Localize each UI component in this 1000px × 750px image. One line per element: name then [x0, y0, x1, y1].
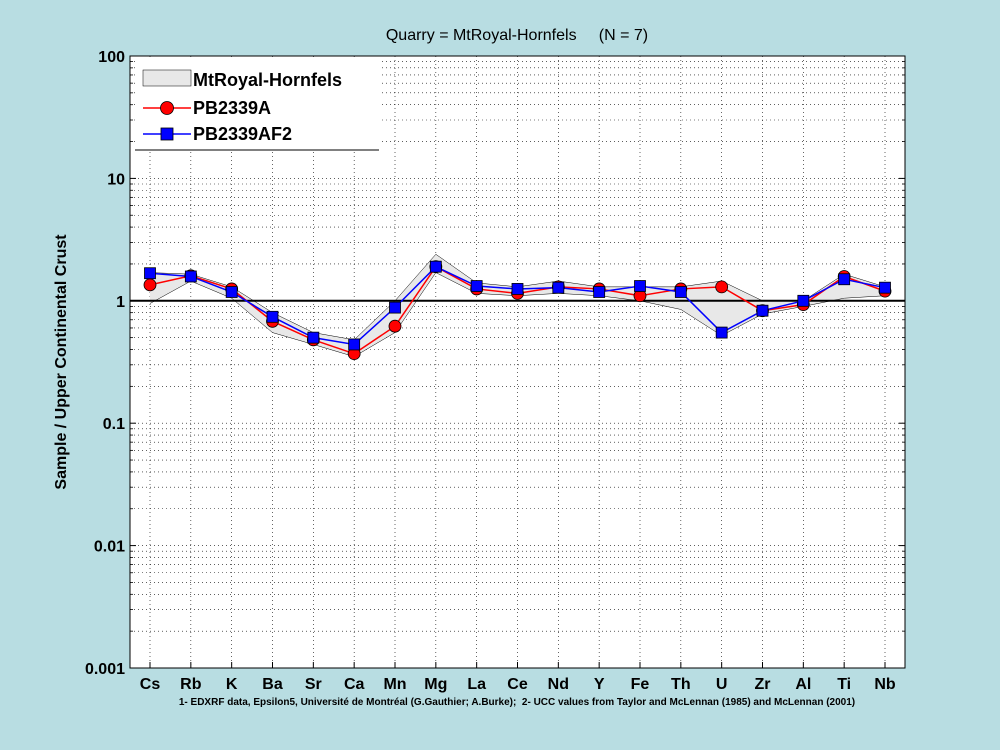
data-point-pb2339af2	[634, 280, 646, 292]
x-tick-label: Nd	[548, 676, 569, 693]
data-point-pb2339af2	[797, 294, 810, 307]
legend-marker-pb2339af2	[160, 127, 174, 141]
series-layer	[143, 260, 892, 361]
y-tick-label: 0.001	[85, 661, 125, 678]
x-tick-label: Fe	[631, 676, 650, 693]
x-tick-label: La	[467, 676, 486, 693]
x-tick-label: Y	[594, 676, 605, 693]
x-tick-label: Nb	[874, 676, 896, 693]
plot-area	[130, 56, 905, 668]
data-point-pb2339af2	[429, 260, 442, 273]
legend-marker-pb2339a	[160, 101, 174, 115]
data-point-pb2339a	[388, 319, 402, 333]
data-point-pb2339af2	[715, 326, 728, 339]
data-point-pb2339af2	[838, 273, 851, 286]
data-point-pb2339a	[143, 278, 157, 292]
y-tick-label: 1	[116, 294, 125, 311]
data-point-pb2339af2	[348, 338, 361, 351]
data-point-pb2339af2	[879, 281, 891, 294]
data-point-pb2339af2	[144, 267, 156, 280]
y-tick-label: 0.1	[103, 416, 125, 433]
y-axis: 0.001 0.01 0.1 1 10 100	[85, 49, 905, 678]
data-point-pb2339a	[715, 280, 729, 294]
x-tick-label: Ti	[837, 676, 851, 693]
legend: MtRoyal-Hornfels PB2339A PB2339AF2	[135, 60, 379, 151]
legend-range-label: MtRoyal-Hornfels	[193, 70, 342, 90]
data-point-pb2339af2	[470, 280, 483, 292]
data-point-pb2339af2	[266, 310, 279, 323]
legend-label-pb2339af2: PB2339AF2	[193, 124, 292, 144]
data-point-pb2339af2	[756, 304, 769, 317]
x-tick-label: Mn	[383, 676, 406, 693]
x-tick-label: Mg	[424, 676, 447, 693]
y-tick-label: 100	[98, 49, 125, 66]
legend-range-swatch	[142, 69, 192, 87]
legend-label-pb2339a: PB2339A	[193, 98, 271, 118]
y-axis-label: Sample / Upper Continental Crust	[53, 234, 70, 490]
x-tick-label: K	[226, 676, 238, 693]
y-tick-label: 0.01	[94, 539, 125, 556]
x-tick-label: Ba	[262, 676, 283, 693]
x-tick-label: Rb	[180, 676, 202, 693]
x-tick-label: Cs	[140, 676, 161, 693]
data-point-pb2339af2	[674, 286, 687, 298]
data-point-pb2339af2	[225, 286, 238, 298]
x-tick-label: Th	[671, 676, 691, 693]
x-tick-label: Ce	[507, 676, 528, 693]
footnote: 1- EDXRF data, Epsilon5, Université de M…	[179, 697, 855, 708]
range-band	[150, 254, 885, 357]
x-tick-label: Sr	[305, 676, 322, 693]
y-tick-label: 10	[107, 171, 125, 188]
x-axis: Cs Rb K Ba Sr Ca Mn Mg La Ce Nd Y Fe Th U Zr Al Ti Nb	[140, 662, 896, 693]
data-point-pb2339af2	[511, 283, 524, 295]
x-tick-label: U	[716, 676, 728, 693]
data-point-pb2339af2	[389, 301, 401, 314]
data-point-pb2339af2	[307, 331, 320, 344]
data-point-pb2339af2	[184, 270, 197, 283]
chart-title: Quarry = MtRoyal-Hornfels (N = 7)	[386, 27, 648, 44]
x-tick-label: Ca	[344, 676, 365, 693]
data-point-pb2339af2	[593, 286, 606, 298]
data-point-pb2339af2	[552, 281, 565, 294]
x-tick-label: Al	[795, 676, 811, 693]
x-tick-label: Zr	[755, 676, 771, 693]
